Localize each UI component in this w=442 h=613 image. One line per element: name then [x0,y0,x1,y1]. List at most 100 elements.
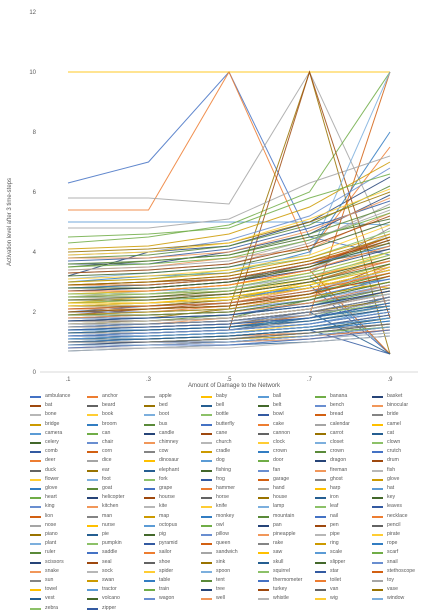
legend-swatch [87,506,98,509]
legend-item: baby [201,392,258,401]
legend-item: king [30,502,87,511]
series-line-heart [67,173,391,238]
legend-item: candle [144,429,201,438]
legend-swatch [201,580,212,582]
legend-label: iron [330,494,339,501]
legend-swatch [30,497,41,500]
series-line-leaves [67,200,391,262]
legend-swatch [87,589,98,592]
legend-label: cow [159,448,169,455]
legend-item: elephant [144,466,201,475]
legend-label: fork [159,475,168,482]
legend-label: pirate [387,531,400,537]
legend-swatch [144,552,155,555]
legend-swatch [372,534,383,536]
legend-label: hand [273,485,285,491]
legend-item: pencil [372,521,429,530]
legend-item: horse [201,493,258,502]
legend-item: fishing [201,466,258,475]
legend-label: spider [159,567,174,574]
legend-item: rake [258,539,315,548]
legend-item: ring [315,539,372,548]
legend-swatch [30,552,41,555]
legend-swatch [315,405,326,408]
legend-label: grape [159,485,173,491]
legend-swatch [144,580,155,582]
series-line-ruler [67,206,391,265]
legend-label: hat [387,485,395,491]
series-line-calendar [68,155,391,229]
legend-label: kitchen [102,503,119,510]
legend-item: pirate [372,530,429,539]
legend-swatch [258,478,269,481]
legend-item: foot [87,475,144,484]
legend-label: snail [387,558,398,565]
legend-swatch [258,451,269,454]
legend-swatch [315,506,326,509]
y-tick-label: 0 [33,370,37,376]
legend-label: bone [45,411,57,418]
legend-swatch [144,570,155,573]
legend-label: dice [102,457,112,464]
legend-item: ball [258,392,315,401]
legend-label: pig [159,531,166,537]
y-axis-title: Activation level after 3 time-steps [7,178,13,266]
series-line-seal [67,215,391,274]
legend-label: bat [45,402,53,409]
legend-item: nose [30,521,87,530]
legend-label: nurse [102,521,115,528]
legend-label: flower [45,475,59,482]
legend-label: seal [102,558,112,565]
legend-swatch [315,552,326,555]
legend-swatch [87,497,98,500]
legend-item: house [258,493,315,502]
legend-swatch [258,423,269,426]
legend-label: snake [45,567,59,574]
legend-swatch [144,432,155,435]
legend-item: glove [30,484,87,493]
legend-label: vase [387,586,398,593]
legend-swatch [87,534,98,536]
legend-label: basket [387,393,403,399]
legend-swatch [315,570,326,573]
legend-label: candle [159,429,175,436]
series-lines [67,70,391,355]
legend-swatch [201,478,212,481]
legend-swatch [144,442,155,444]
legend-item: wig [315,594,372,603]
legend-item: bone [30,410,87,419]
y-tick-label: 2 [33,310,37,316]
legend-item: pen [315,521,372,530]
legend-item: pie [87,530,144,539]
legend-swatch [30,515,41,518]
legend-swatch [87,524,98,527]
legend-label: ring [330,540,339,547]
legend-item: tree [201,585,258,594]
legend-swatch [87,460,98,463]
legend-label: ghost [330,475,343,482]
legend-label: key [387,494,396,501]
line-chart: 0 2 4 6 8 10 12 .1 .3 .5 .7 .9 Activation level af… [7,10,418,389]
legend-label: celery [45,439,59,445]
legend-item: ghost [315,475,372,484]
legend-item: beard [87,401,144,410]
legend-swatch [258,469,269,472]
legend-label: bride [387,411,399,418]
x-tick-label: .1 [65,377,71,383]
legend-label: ambulance [45,393,71,399]
legend-item: necklace [372,512,429,521]
legend-item: toy [372,576,429,585]
series-line-zebra [68,251,391,295]
legend-swatch [372,442,383,444]
legend-swatch [87,570,98,573]
legend-swatch [315,423,326,426]
legend-swatch [87,469,98,472]
legend-swatch [372,552,383,555]
legend-label: bus [159,420,168,427]
legend-item: bottle [201,410,258,419]
legend-label: rope [387,540,398,547]
legend-label: pen [330,521,339,528]
legend-label: boot [159,411,170,418]
legend-swatch [144,423,155,426]
legend-item: crown [315,447,372,456]
